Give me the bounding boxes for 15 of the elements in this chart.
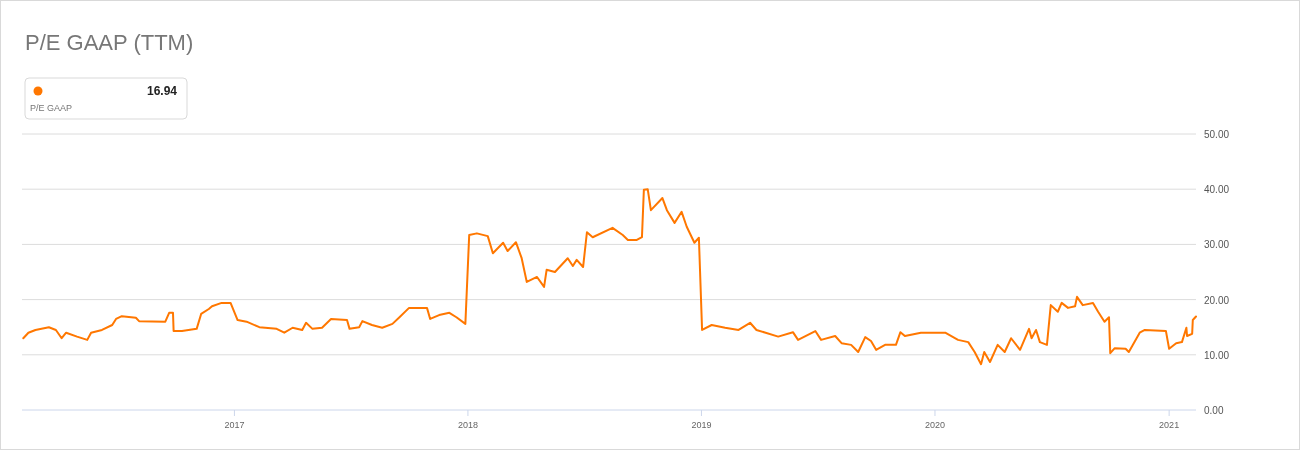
y-tick-label: 10.00 xyxy=(1204,349,1230,361)
text: 16.94 xyxy=(146,84,178,98)
chart-title: P/E GAAP (TTM) xyxy=(25,30,194,55)
x-tick-label: 2017 xyxy=(224,420,245,430)
y-tick-label: 50.00 xyxy=(1204,129,1230,140)
y-tick-label: 20.00 xyxy=(1204,294,1230,306)
x-tick-label: 2018 xyxy=(457,420,478,430)
line-series xyxy=(22,188,1197,366)
y-tick-label: 40.00 xyxy=(1204,184,1230,196)
y-tick-label: 30.00 xyxy=(1204,239,1230,251)
y-tick-label: 0.00 xyxy=(1204,405,1224,416)
x-tick-label: 2019 xyxy=(691,420,712,430)
x-tick-label: 2020 xyxy=(924,420,945,430)
x-tick-label: 2021 xyxy=(1159,420,1180,430)
legend-label: P/E GAAP xyxy=(30,103,73,113)
